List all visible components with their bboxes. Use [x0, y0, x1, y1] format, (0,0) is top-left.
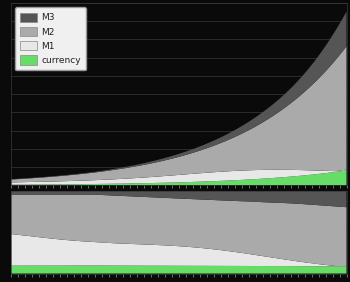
Legend: M3, M2, M1, currency: M3, M2, M1, currency	[15, 7, 86, 70]
